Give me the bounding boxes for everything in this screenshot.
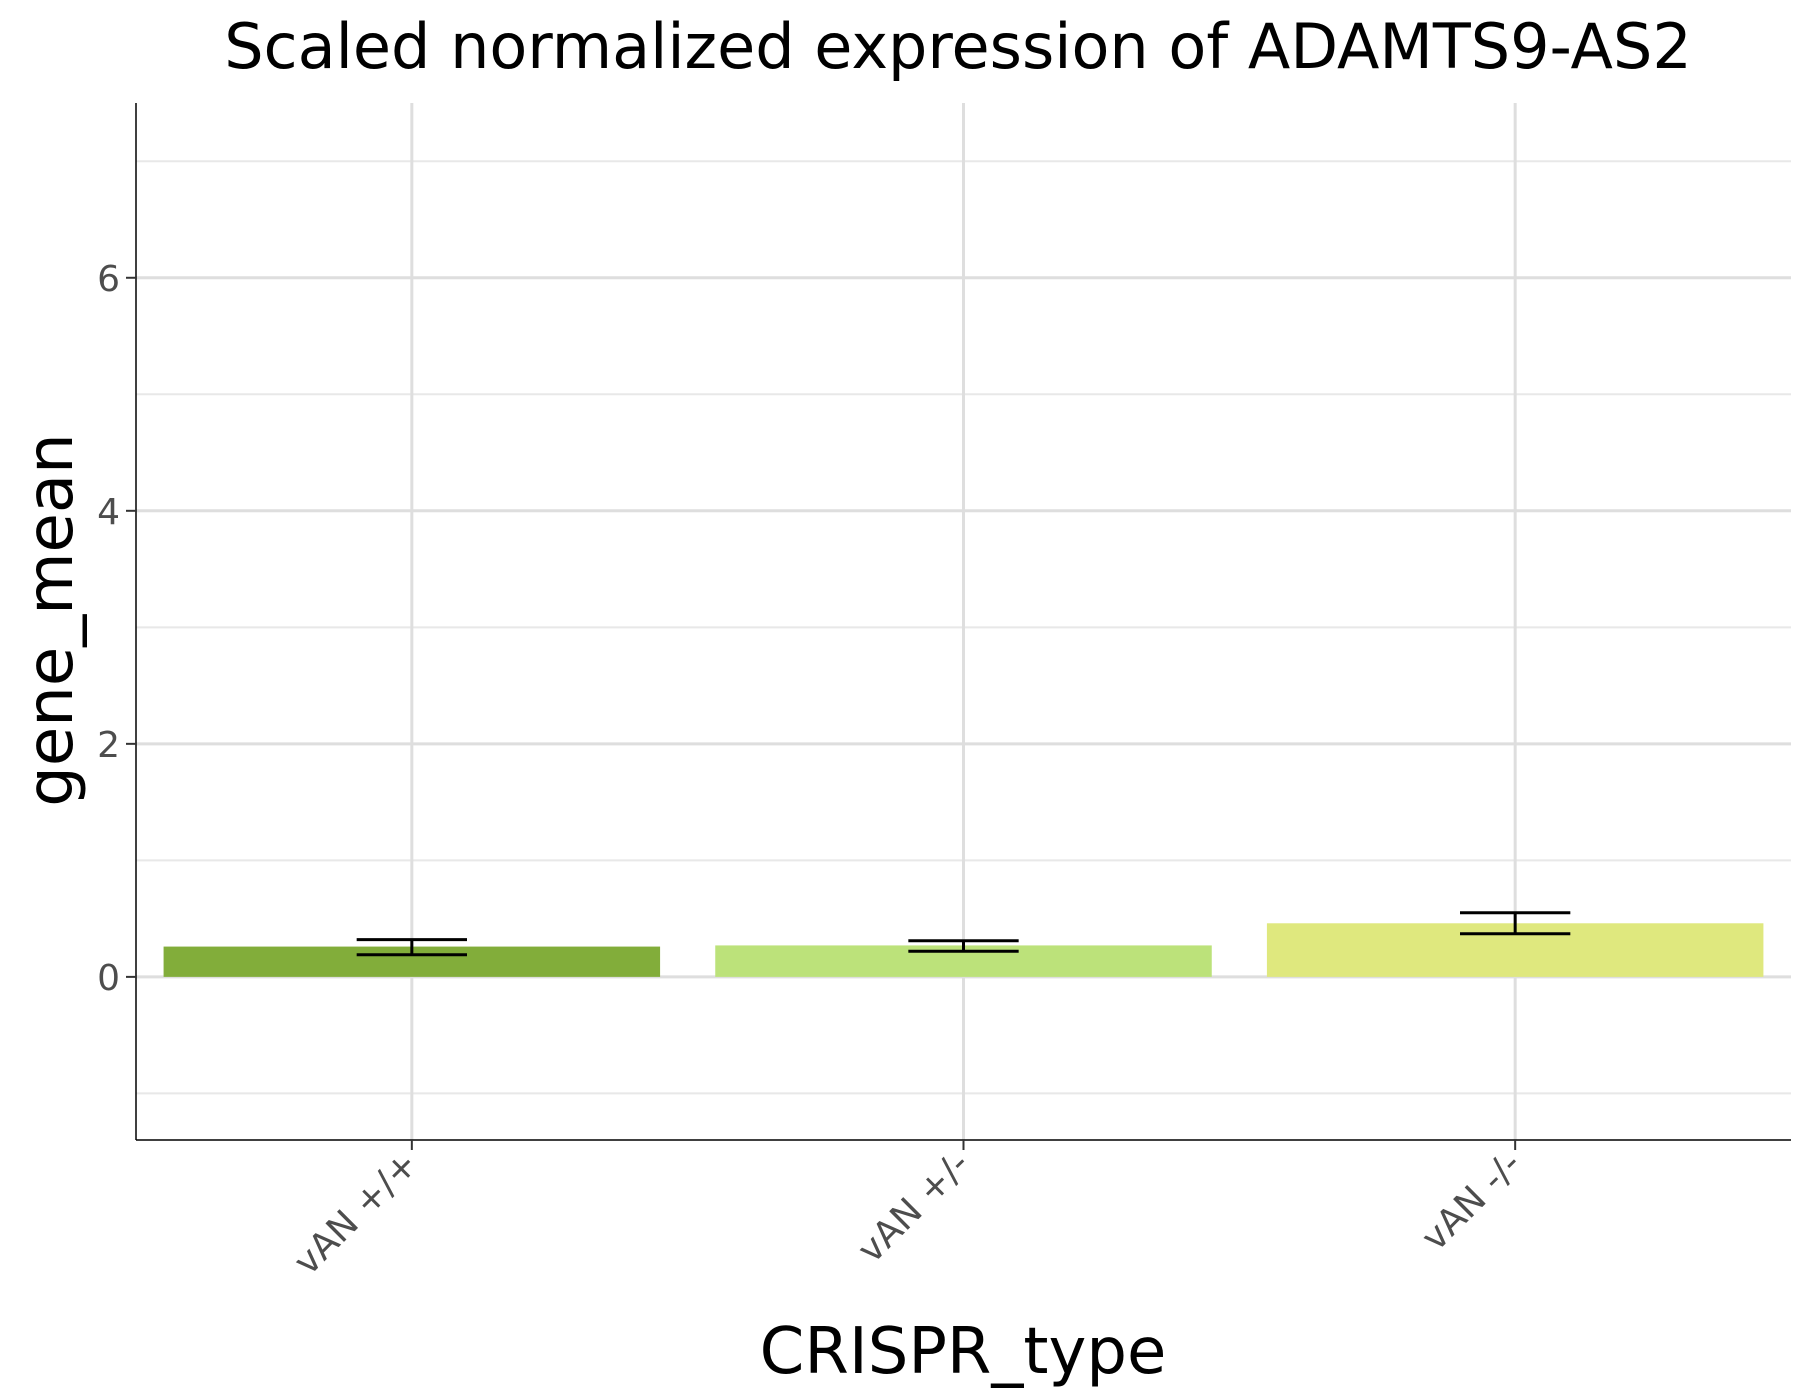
y-tick-labels: 0 2 4 6 — [97, 259, 120, 999]
x-axis-title: CRISPR_type — [760, 1315, 1167, 1389]
y-tick-label: 6 — [97, 259, 120, 300]
axis-ticks — [126, 276, 1517, 1150]
y-tick-label: 4 — [97, 492, 120, 533]
y-tick-label: 2 — [97, 725, 120, 766]
y-tick-label: 0 — [97, 958, 120, 999]
chart-title: Scaled normalized expression of ADAMTS9-… — [224, 10, 1692, 83]
error-bars — [356, 911, 1571, 957]
y-axis-title: gene_mean — [14, 433, 88, 806]
